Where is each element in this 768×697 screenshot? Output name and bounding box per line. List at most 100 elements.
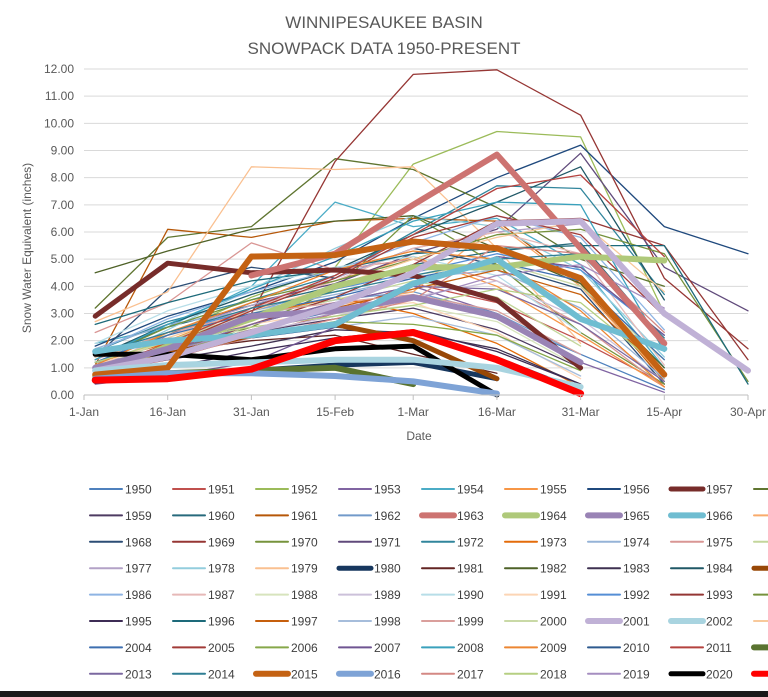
x-tick-label: 1-Jan: [69, 405, 99, 419]
legend-label-2015: 2015: [291, 667, 318, 681]
y-tick-label: 12.00: [44, 62, 74, 76]
legend-label-1962: 1962: [374, 509, 401, 523]
series-line-2008: [94, 201, 665, 361]
y-tick-label: 6.00: [51, 225, 75, 239]
series-line-2021: [91, 329, 585, 398]
legend-label-1964: 1964: [540, 509, 567, 523]
series-line-2015: [92, 238, 668, 378]
legend-label-1997: 1997: [291, 615, 318, 629]
y-axis-title: Snow Water Equivalent (inches): [20, 163, 34, 333]
legend-label-2007: 2007: [374, 641, 401, 655]
x-tick-label: 15-Apr: [646, 405, 682, 419]
series-line-1957: [92, 260, 584, 371]
y-tick-label: 2.00: [51, 334, 75, 348]
legend-label-1954: 1954: [457, 483, 484, 497]
legend-label-1961: 1961: [291, 509, 318, 523]
legend-label-2005: 2005: [208, 641, 235, 655]
legend-label-2006: 2006: [291, 641, 318, 655]
legend-label-1986: 1986: [125, 588, 152, 602]
y-tick-label: 11.00: [45, 89, 74, 103]
legend-label-1995: 1995: [125, 615, 152, 629]
legend-label-1987: 1987: [208, 588, 235, 602]
legend-label-1965: 1965: [623, 509, 650, 523]
y-tick-label: 8.00: [51, 171, 75, 185]
series-line-1987: [94, 231, 665, 369]
legend-label-1966: 1966: [706, 509, 733, 523]
legend-label-1974: 1974: [623, 535, 650, 549]
legend-label-1978: 1978: [208, 562, 235, 576]
y-tick-label: 1.00: [51, 361, 75, 375]
y-tick-label: 10.00: [44, 116, 74, 130]
series-line-2014: [94, 253, 665, 355]
legend-label-1992: 1992: [623, 588, 650, 602]
legend-label-2016: 2016: [374, 667, 401, 681]
legend-label-1979: 1979: [291, 562, 318, 576]
legend-label-1953: 1953: [374, 483, 401, 497]
legend-label-2020: 2020: [706, 667, 733, 681]
legend-label-2018: 2018: [540, 667, 567, 681]
legend-label-1971: 1971: [374, 535, 401, 549]
legend-label-1990: 1990: [457, 588, 484, 602]
legend-label-1981: 1981: [457, 562, 484, 576]
y-tick-label: 9.00: [51, 144, 75, 158]
y-tick-label: 4.00: [51, 279, 75, 293]
legend-label-1991: 1991: [540, 588, 567, 602]
legend: 1950195119521953195419551956195719581959…: [89, 483, 768, 681]
legend-label-1982: 1982: [540, 562, 567, 576]
series-line-1984: [94, 166, 665, 358]
legend-label-2014: 2014: [208, 667, 235, 681]
series-line-2016: [92, 370, 500, 397]
series-lines: [91, 69, 751, 398]
legend-label-2019: 2019: [623, 667, 650, 681]
x-axis-title: Date: [406, 429, 432, 443]
legend-label-1989: 1989: [374, 588, 401, 602]
legend-label-1983: 1983: [623, 562, 650, 576]
legend-label-1959: 1959: [125, 509, 152, 523]
series-line-2001: [92, 218, 751, 374]
x-tick-label: 16-Mar: [478, 405, 516, 419]
legend-label-1968: 1968: [125, 535, 152, 549]
legend-label-1960: 1960: [208, 509, 235, 523]
legend-label-1993: 1993: [706, 588, 733, 602]
legend-label-1956: 1956: [623, 483, 650, 497]
x-tick-label: 31-Mar: [562, 405, 600, 419]
chart-title: WINNIPESAUKEE BASIN: [285, 13, 482, 32]
legend-label-1999: 1999: [457, 615, 484, 629]
y-tick-label: 0.00: [51, 388, 75, 402]
legend-label-2017: 2017: [457, 667, 484, 681]
legend-label-1998: 1998: [374, 615, 401, 629]
series-line-2009: [94, 250, 665, 388]
legend-label-2011: 2011: [706, 641, 732, 655]
legend-label-2013: 2013: [125, 667, 152, 681]
y-tick-label: 7.00: [51, 198, 75, 212]
legend-label-1969: 1969: [208, 535, 235, 549]
series-line-1966: [92, 256, 668, 355]
legend-label-2008: 2008: [457, 641, 484, 655]
legend-label-2004: 2004: [125, 641, 152, 655]
legend-label-2000: 2000: [540, 615, 567, 629]
legend-label-1972: 1972: [457, 535, 484, 549]
legend-label-1975: 1975: [706, 535, 733, 549]
x-tick-label: 16-Jan: [149, 405, 186, 419]
series-line-1996: [94, 244, 749, 385]
chart-subtitle: SNOWPACK DATA 1950-PRESENT: [247, 39, 520, 58]
y-tick-label: 3.00: [51, 307, 75, 321]
axes: 0.00 1.00 2.00 3.00 4.00 5.00 6.00 7.00 8.00 9.00…: [44, 62, 766, 419]
legend-label-1977: 1977: [125, 562, 152, 576]
legend-label-1952: 1952: [291, 483, 318, 497]
legend-label-1988: 1988: [291, 588, 318, 602]
legend-label-2009: 2009: [540, 641, 567, 655]
y-tick-label: 5.00: [51, 252, 75, 266]
legend-label-1973: 1973: [540, 535, 567, 549]
legend-label-1980: 1980: [374, 562, 401, 576]
legend-label-1950: 1950: [125, 483, 152, 497]
legend-label-2002: 2002: [706, 615, 733, 629]
legend-label-1996: 1996: [208, 615, 235, 629]
x-tick-label: 1-Mar: [398, 405, 429, 419]
x-tick-label: 31-Jan: [233, 405, 270, 419]
series-line-1965: [92, 294, 584, 371]
x-tick-label: 30-Apr: [730, 405, 766, 419]
legend-label-1963: 1963: [457, 509, 484, 523]
legend-label-1951: 1951: [208, 483, 235, 497]
legend-label-2001: 2001: [623, 615, 650, 629]
